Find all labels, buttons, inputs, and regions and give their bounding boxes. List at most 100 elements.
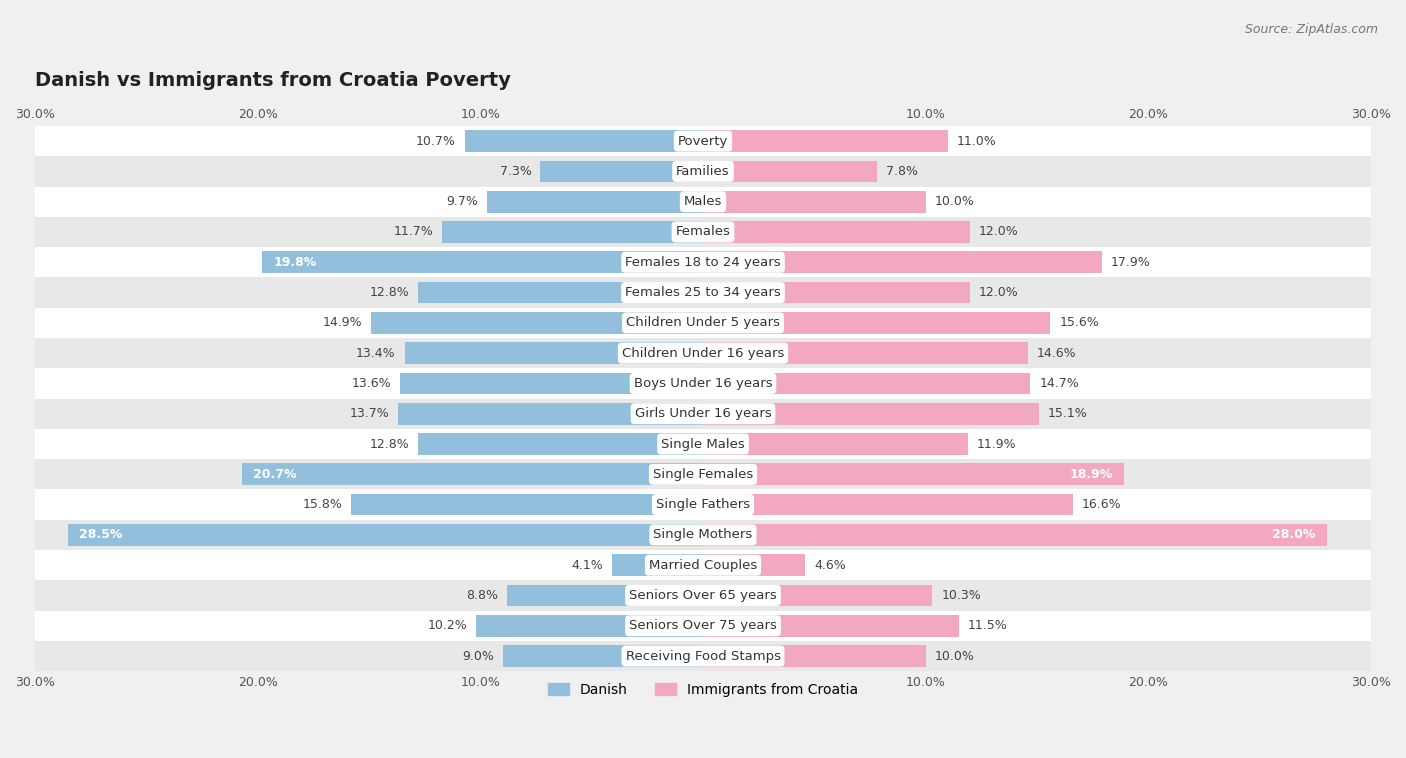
- Text: Single Mothers: Single Mothers: [654, 528, 752, 541]
- Text: 13.6%: 13.6%: [352, 377, 391, 390]
- Bar: [703, 524, 1326, 546]
- Bar: [502, 645, 703, 667]
- Bar: [418, 433, 703, 455]
- Bar: [703, 312, 1050, 334]
- Bar: [465, 130, 703, 152]
- Bar: [69, 524, 703, 546]
- Text: Females: Females: [675, 225, 731, 239]
- Bar: [35, 429, 1371, 459]
- Text: Single Females: Single Females: [652, 468, 754, 481]
- Text: Boys Under 16 years: Boys Under 16 years: [634, 377, 772, 390]
- Bar: [703, 372, 1031, 394]
- Text: 28.5%: 28.5%: [80, 528, 122, 541]
- Bar: [35, 459, 1371, 490]
- Bar: [35, 520, 1371, 550]
- Bar: [703, 130, 948, 152]
- Bar: [398, 402, 703, 424]
- Bar: [703, 433, 967, 455]
- Bar: [35, 550, 1371, 581]
- Text: Poverty: Poverty: [678, 135, 728, 148]
- Text: 10.0%: 10.0%: [935, 196, 974, 208]
- Bar: [508, 584, 703, 606]
- Bar: [35, 611, 1371, 641]
- Bar: [475, 615, 703, 637]
- Bar: [486, 191, 703, 212]
- Bar: [703, 161, 877, 183]
- Bar: [35, 156, 1371, 186]
- Text: 15.6%: 15.6%: [1059, 316, 1099, 330]
- Text: 12.0%: 12.0%: [979, 225, 1019, 239]
- Bar: [703, 343, 1028, 364]
- Bar: [35, 277, 1371, 308]
- Text: 7.8%: 7.8%: [886, 165, 918, 178]
- Bar: [35, 368, 1371, 399]
- Bar: [35, 399, 1371, 429]
- Text: Families: Families: [676, 165, 730, 178]
- Text: 11.0%: 11.0%: [957, 135, 997, 148]
- Bar: [703, 221, 970, 243]
- Text: 13.4%: 13.4%: [356, 346, 395, 359]
- Bar: [401, 372, 703, 394]
- Bar: [703, 402, 1039, 424]
- Text: 14.6%: 14.6%: [1038, 346, 1077, 359]
- Text: Source: ZipAtlas.com: Source: ZipAtlas.com: [1244, 23, 1378, 36]
- Text: 15.8%: 15.8%: [302, 498, 342, 511]
- Text: 10.7%: 10.7%: [416, 135, 456, 148]
- Bar: [540, 161, 703, 183]
- Bar: [35, 126, 1371, 156]
- Text: Receiving Food Stamps: Receiving Food Stamps: [626, 650, 780, 662]
- Bar: [703, 493, 1073, 515]
- Text: 9.0%: 9.0%: [461, 650, 494, 662]
- Bar: [35, 641, 1371, 671]
- Bar: [35, 186, 1371, 217]
- Bar: [35, 338, 1371, 368]
- Text: Females 25 to 34 years: Females 25 to 34 years: [626, 286, 780, 299]
- Bar: [418, 282, 703, 303]
- Bar: [703, 645, 925, 667]
- Text: 9.7%: 9.7%: [446, 196, 478, 208]
- Text: 14.7%: 14.7%: [1039, 377, 1078, 390]
- Text: Children Under 16 years: Children Under 16 years: [621, 346, 785, 359]
- Bar: [262, 252, 703, 273]
- Bar: [443, 221, 703, 243]
- Bar: [35, 247, 1371, 277]
- Text: 10.2%: 10.2%: [427, 619, 467, 632]
- Text: 13.7%: 13.7%: [349, 407, 389, 420]
- Bar: [703, 463, 1123, 485]
- Bar: [405, 343, 703, 364]
- Text: 18.9%: 18.9%: [1070, 468, 1112, 481]
- Text: 19.8%: 19.8%: [273, 255, 316, 269]
- Text: Seniors Over 75 years: Seniors Over 75 years: [628, 619, 778, 632]
- Bar: [703, 615, 959, 637]
- Text: 10.3%: 10.3%: [941, 589, 981, 602]
- Text: 12.8%: 12.8%: [370, 437, 409, 450]
- Bar: [703, 584, 932, 606]
- Text: 11.9%: 11.9%: [977, 437, 1017, 450]
- Text: 11.5%: 11.5%: [967, 619, 1008, 632]
- Text: Children Under 5 years: Children Under 5 years: [626, 316, 780, 330]
- Bar: [612, 554, 703, 576]
- Bar: [703, 554, 806, 576]
- Text: 11.7%: 11.7%: [394, 225, 433, 239]
- Text: 7.3%: 7.3%: [499, 165, 531, 178]
- Bar: [242, 463, 703, 485]
- Bar: [35, 490, 1371, 520]
- Text: 20.7%: 20.7%: [253, 468, 297, 481]
- Text: 14.9%: 14.9%: [322, 316, 363, 330]
- Bar: [703, 252, 1102, 273]
- Text: 16.6%: 16.6%: [1081, 498, 1121, 511]
- Text: Married Couples: Married Couples: [650, 559, 756, 572]
- Text: 28.0%: 28.0%: [1272, 528, 1316, 541]
- Text: 8.8%: 8.8%: [467, 589, 498, 602]
- Bar: [352, 493, 703, 515]
- Bar: [35, 581, 1371, 611]
- Text: Females 18 to 24 years: Females 18 to 24 years: [626, 255, 780, 269]
- Text: Single Males: Single Males: [661, 437, 745, 450]
- Text: 12.8%: 12.8%: [370, 286, 409, 299]
- Text: 15.1%: 15.1%: [1047, 407, 1088, 420]
- Text: 10.0%: 10.0%: [935, 650, 974, 662]
- Bar: [371, 312, 703, 334]
- Bar: [703, 191, 925, 212]
- Text: 12.0%: 12.0%: [979, 286, 1019, 299]
- Text: Danish vs Immigrants from Croatia Poverty: Danish vs Immigrants from Croatia Povert…: [35, 70, 510, 89]
